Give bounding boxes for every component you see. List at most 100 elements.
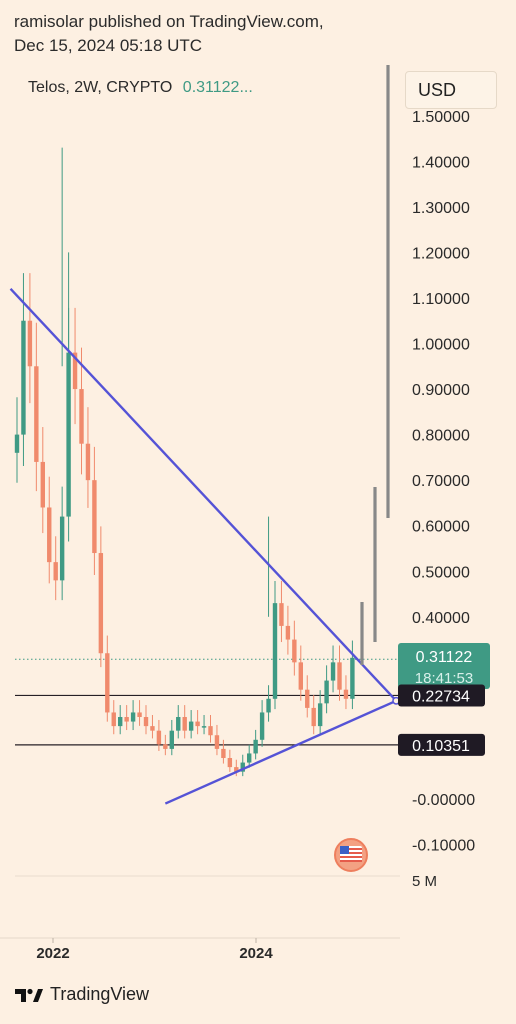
price-tick-label: 0.60000: [412, 519, 470, 536]
candle-body: [247, 753, 252, 763]
candle-body: [227, 758, 233, 768]
candle-body: [305, 689, 310, 708]
level-badge-label: 0.22734: [412, 688, 470, 705]
candle-body: [156, 730, 162, 745]
candle-body: [27, 320, 33, 367]
price-tick-label: 0.90000: [412, 382, 470, 399]
candle-body: [79, 389, 84, 444]
candle-body: [324, 680, 329, 704]
candle-body: [182, 717, 187, 731]
publish-timestamp: Dec 15, 2024 05:18 UTC: [14, 36, 203, 55]
level-badge: [398, 733, 485, 756]
candle-body: [279, 603, 284, 626]
candle-body: [266, 698, 271, 713]
candle-body: [47, 507, 52, 563]
candle-body: [143, 717, 149, 727]
candle-body: [311, 707, 316, 727]
candle-body: [240, 762, 245, 772]
bar-countdown-label: 18:41:53: [415, 670, 473, 687]
level-badge: [398, 684, 485, 707]
price-tick-label: -0.10000: [412, 838, 475, 855]
candle-body: [195, 721, 200, 727]
candle-body: [118, 717, 123, 727]
footer-brand-text: TradingView: [50, 984, 150, 1004]
candle-body: [85, 443, 91, 481]
level-badge-label: 0.10351: [412, 738, 470, 755]
candle-body: [21, 320, 26, 435]
candle-body: [253, 739, 258, 754]
price-tick-label: 1.00000: [412, 337, 470, 354]
volume-scale-label: 5 M: [412, 873, 437, 890]
candle-body: [214, 735, 220, 749]
candles: [14, 147, 355, 777]
candle-body: [53, 562, 58, 581]
volume-bar: [386, 65, 390, 518]
publisher-line: ramisolar published on TradingView.com,: [14, 12, 324, 31]
price-tick-label: 1.10000: [412, 291, 470, 308]
trendline-descending: [9, 288, 398, 702]
symbol-name: Telos, 2W, CRYPTO: [28, 79, 173, 96]
time-tick-label: 2022: [36, 945, 69, 962]
price-tick-label: 0.50000: [412, 564, 470, 581]
volume-bar: [373, 487, 377, 642]
trendline-ascending: [164, 699, 397, 805]
candle-body: [350, 657, 355, 699]
symbol-legend: Telos, 2W, CRYPTO 0.31122...: [28, 79, 253, 97]
candle-body: [317, 703, 323, 727]
candle-body: [343, 689, 349, 699]
candle-body: [221, 748, 226, 759]
candle-body: [150, 726, 155, 731]
flag-stripe: [340, 852, 362, 854]
candle-body: [169, 730, 174, 749]
symbol-last-price: 0.31122...: [182, 79, 253, 96]
candle-body: [234, 767, 239, 772]
candle-body: [14, 434, 20, 453]
horizontal-levels: [15, 658, 400, 746]
candle-body: [176, 717, 181, 731]
price-tick-label: 0.70000: [412, 473, 470, 490]
time-axis[interactable]: 2022 2024: [36, 938, 273, 962]
candle-body: [201, 726, 207, 728]
price-tick-label: 1.30000: [412, 200, 470, 217]
candle-body: [111, 712, 116, 727]
candle-body: [163, 744, 168, 749]
candle-body: [92, 480, 97, 554]
time-tick-label: 2024: [239, 945, 273, 962]
us-flag-icon[interactable]: [334, 838, 368, 872]
publish-info: ramisolar published on TradingView.com, …: [14, 10, 324, 58]
candle-body: [40, 461, 45, 508]
candle-body: [292, 639, 297, 663]
flag-canton: [340, 846, 349, 854]
price-tick-label: -0.00000: [412, 792, 475, 809]
candle-body: [285, 625, 291, 640]
candle-body: [137, 712, 142, 718]
price-tick-label: 1.50000: [412, 109, 470, 126]
candle-body: [272, 603, 278, 699]
candle-body: [188, 721, 194, 731]
candle-body: [330, 662, 336, 681]
candle-body: [298, 662, 303, 690]
flag-stripe: [340, 860, 362, 862]
candle-body: [259, 712, 265, 740]
price-tick-label: 1.40000: [412, 154, 470, 171]
candle-body: [130, 712, 136, 722]
volume-bar: [360, 602, 364, 665]
price-axis[interactable]: 1.50000 1.40000 1.30000 1.20000 1.10000 1.000…: [412, 109, 475, 890]
candle-body: [59, 516, 65, 581]
candle-body: [105, 653, 110, 713]
candle-body: [208, 726, 213, 736]
candle-body: [72, 352, 78, 390]
current-price-badge: [398, 643, 490, 689]
currency-button[interactable]: USD: [405, 71, 497, 109]
chart-grid: [0, 875, 400, 939]
candle-body: [98, 553, 104, 654]
footer-branding: TradingView: [14, 984, 149, 1005]
candle-body: [34, 366, 39, 462]
current-price-label: 0.31122: [416, 649, 473, 666]
price-tick-label: 1.20000: [412, 245, 470, 262]
candle-body: [337, 662, 342, 690]
price-tick-label: 0.40000: [412, 610, 470, 627]
price-badges: 0.31122 18:41:530.22734 0.10351: [398, 643, 490, 756]
flag-stripe: [340, 856, 362, 858]
